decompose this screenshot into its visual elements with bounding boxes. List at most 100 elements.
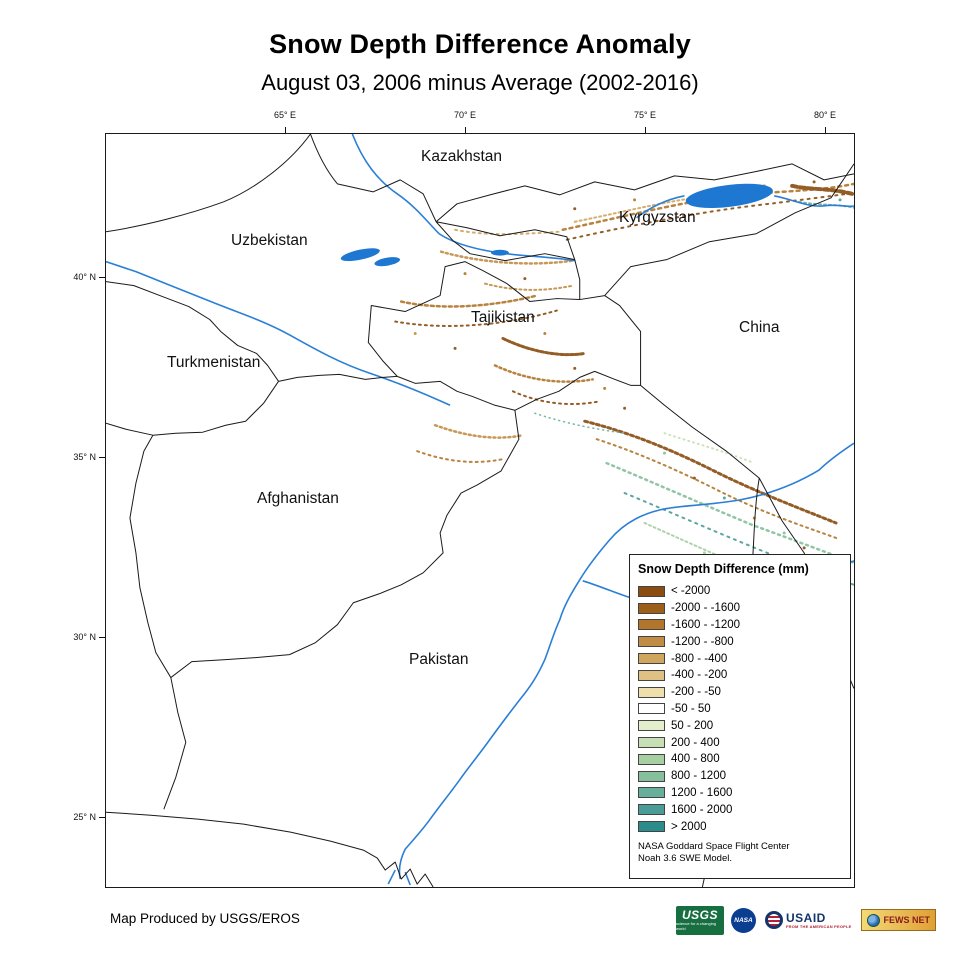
country-borders — [106, 134, 854, 887]
legend-label: -1600 - -1200 — [671, 618, 741, 631]
lon-label-70e: 70° E — [453, 110, 477, 120]
lat-label-30n: 30° N — [73, 632, 96, 642]
legend-swatch — [638, 669, 665, 681]
river-chu — [774, 195, 854, 208]
river-delta-branch — [387, 869, 396, 885]
legend-swatch — [638, 602, 665, 614]
legend-row: 200 - 400 — [638, 734, 842, 751]
legend-label: 400 - 800 — [671, 753, 720, 766]
legend-label: -200 - -50 — [671, 686, 721, 699]
lat-tick — [99, 637, 105, 638]
legend-row: 400 - 800 — [638, 751, 842, 768]
legend-row: 1600 - 2000 — [638, 801, 842, 818]
legend-label: -2000 - -1600 — [671, 602, 741, 615]
fewsnet-logo-text: FEWS NET — [883, 915, 931, 925]
usgs-logo: USGS science for a changing world — [676, 905, 724, 935]
country-label-kazakhstan: Kazakhstan — [421, 148, 502, 165]
fewsnet-logo: FEWS NET — [860, 909, 937, 931]
legend-swatch — [638, 653, 665, 665]
river-indus — [398, 442, 854, 880]
usaid-logo-text: USAID — [786, 910, 826, 925]
legend-swatch — [638, 703, 665, 715]
lon-tick — [645, 127, 646, 133]
globe-icon — [866, 913, 880, 927]
legend-row: -200 - -50 — [638, 684, 842, 701]
legend-label: 1200 - 1600 — [671, 786, 733, 799]
legend-row: 1200 - 1600 — [638, 785, 842, 802]
lat-tick — [99, 457, 105, 458]
legend-title: Snow Depth Difference (mm) — [638, 562, 809, 576]
lat-label-40n: 40° N — [73, 272, 96, 282]
legend-source-line2: Noah 3.6 SWE Model. — [638, 852, 732, 864]
legend-panel: Snow Depth Difference (mm) < -2000 -2000… — [629, 554, 851, 879]
lon-tick — [825, 127, 826, 133]
lat-label-25n: 25° N — [73, 812, 96, 822]
lake-issyk-kul — [685, 183, 773, 208]
lake-reservoir — [340, 248, 380, 262]
legend-row: < -2000 — [638, 583, 842, 600]
legend-label: 50 - 200 — [671, 719, 714, 732]
usaid-logo-tagline: FROM THE AMERICAN PEOPLE — [786, 923, 852, 929]
lon-label-65e: 65° E — [273, 110, 297, 120]
legend-label: -400 - -200 — [671, 669, 728, 682]
river-lake-outlet — [636, 195, 685, 219]
lat-tick — [99, 277, 105, 278]
legend-label: -1200 - -800 — [671, 635, 734, 648]
legend-swatch — [638, 686, 665, 698]
legend-swatch — [638, 737, 665, 749]
country-label-uzbekistan: Uzbekistan — [231, 232, 308, 249]
country-label-tajikistan: Tajikistan — [471, 309, 535, 326]
lake-reservoir — [374, 257, 401, 267]
river-amu-darya — [106, 260, 451, 407]
lon-tick — [465, 127, 466, 133]
usaid-emblem-icon — [765, 911, 783, 929]
country-label-pakistan: Pakistan — [409, 651, 469, 668]
legend-label: > 2000 — [671, 820, 707, 833]
country-label-kyrgyzstan: Kyrgyzstan — [619, 209, 696, 226]
legend-row: -1600 - -1200 — [638, 617, 842, 634]
map-canvas: Kazakhstan Uzbekistan Kyrgyzstan Turkmen… — [105, 133, 855, 888]
map-graphic — [106, 134, 854, 887]
country-label-turkmenistan: Turkmenistan — [167, 354, 261, 371]
legend-row: 800 - 1200 — [638, 768, 842, 785]
legend-row: > 2000 — [638, 818, 842, 835]
legend-row: -2000 - -1600 — [638, 600, 842, 617]
legend-label: < -2000 — [671, 585, 711, 598]
legend-label: -50 - 50 — [671, 702, 711, 715]
country-label-china: China — [739, 319, 780, 336]
legend-swatch — [638, 770, 665, 782]
legend-swatch — [638, 619, 665, 631]
lon-tick — [285, 127, 286, 133]
legend-row: -50 - 50 — [638, 701, 842, 718]
legend-label: 1600 - 2000 — [671, 803, 733, 816]
lon-label-80e: 80° E — [813, 110, 837, 120]
lakes — [340, 183, 773, 267]
lat-tick — [99, 817, 105, 818]
usgs-logo-text: USGS — [681, 908, 718, 922]
lon-label-75e: 75° E — [633, 110, 657, 120]
page-subtitle: August 03, 2006 minus Average (2002-2016… — [261, 70, 699, 95]
legend-swatch — [638, 804, 665, 816]
legend-swatch — [638, 821, 665, 833]
legend-swatch — [638, 720, 665, 732]
legend-label: 200 - 400 — [671, 736, 720, 749]
legend-label: -800 - -400 — [671, 652, 728, 665]
legend-swatch — [638, 585, 665, 597]
usaid-logo: USAID FROM THE AMERICAN PEOPLE — [763, 910, 854, 930]
agency-logos: USGS science for a changing world NASA U… — [676, 902, 937, 938]
lake-reservoir — [490, 249, 509, 256]
nasa-logo-text: NASA — [734, 916, 753, 924]
legend-swatch — [638, 636, 665, 648]
lat-label-35n: 35° N — [73, 452, 96, 462]
legend-source: NASA Goddard Space Flight Center Noah 3.… — [638, 841, 842, 865]
anomaly-texture — [394, 180, 854, 595]
legend-swatch — [638, 753, 665, 765]
page-title: Snow Depth Difference Anomaly — [269, 29, 691, 59]
usgs-logo-tagline: science for a changing world — [676, 921, 717, 931]
nasa-logo: NASA — [731, 907, 756, 933]
legend-label: 800 - 1200 — [671, 770, 726, 783]
legend-swatch — [638, 787, 665, 799]
legend-source-line1: NASA Goddard Space Flight Center — [638, 840, 790, 852]
legend-row: 50 - 200 — [638, 717, 842, 734]
